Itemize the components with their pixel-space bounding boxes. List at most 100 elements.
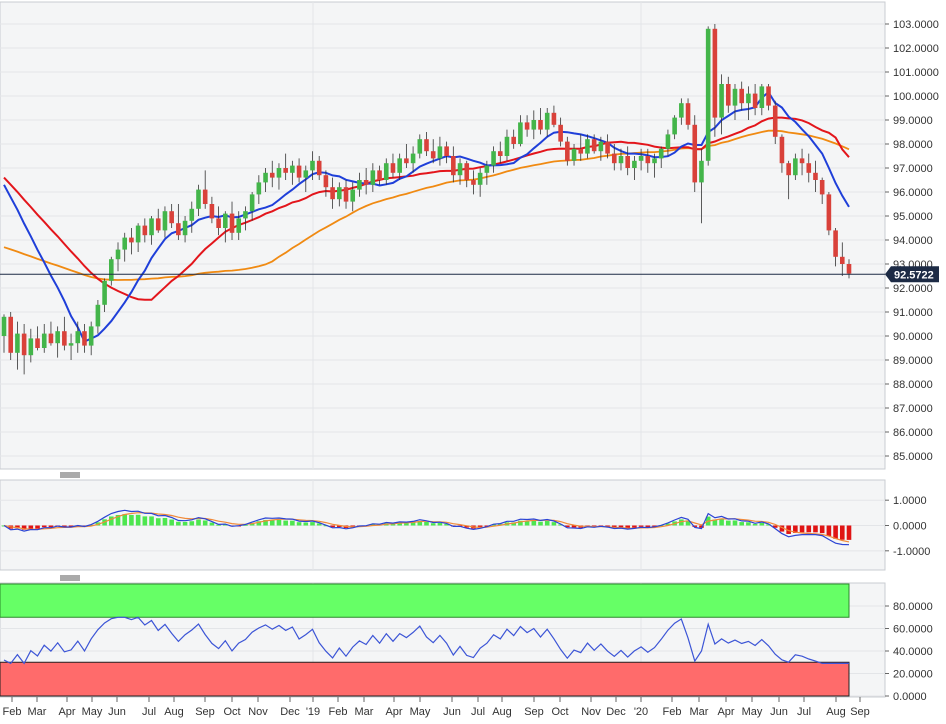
candle-body — [759, 86, 765, 108]
price-tick-label: 87.0000 — [893, 403, 933, 415]
x-tick-label: Feb — [329, 706, 348, 718]
x-tick-label: Mar — [690, 706, 709, 718]
macd-histogram-bar — [303, 522, 309, 526]
macd-histogram-bar — [109, 516, 114, 526]
macd-histogram-bar — [417, 521, 423, 526]
macd-histogram-bar — [799, 525, 805, 533]
candle — [665, 129, 671, 156]
macd-histogram-bar — [62, 525, 67, 527]
candle — [806, 153, 812, 183]
candle — [21, 324, 27, 375]
x-tick-label: Dec — [280, 706, 300, 718]
candle — [598, 136, 604, 161]
macd-histogram-bar — [370, 524, 376, 526]
macd-histogram-bar — [28, 525, 34, 529]
candle — [719, 74, 724, 135]
macd-histogram-bar — [645, 525, 651, 527]
candle — [692, 115, 698, 192]
candle — [819, 177, 825, 204]
macd-histogram-bar — [176, 521, 181, 526]
candle-body — [692, 124, 698, 183]
candle-body — [182, 220, 188, 236]
macd-histogram-bar — [813, 525, 818, 533]
candle — [531, 110, 537, 140]
candle — [269, 160, 275, 188]
macd-histogram-bar — [424, 521, 429, 526]
macd-histogram-bar — [685, 520, 691, 526]
candle-body — [209, 204, 215, 219]
candle-body — [21, 333, 27, 356]
macd-histogram-bar — [243, 524, 248, 526]
candle — [303, 165, 309, 192]
candle — [149, 216, 154, 245]
macd-histogram-bar — [169, 519, 174, 526]
macd-histogram-bar — [833, 525, 838, 539]
candle — [229, 201, 235, 240]
candle — [48, 321, 54, 346]
x-tick-label: Aug — [164, 706, 184, 718]
x-tick-label: '20 — [634, 706, 648, 718]
candle-body — [451, 156, 456, 176]
candle — [605, 134, 610, 159]
macd-histogram-bar — [732, 520, 738, 526]
candle-body — [826, 194, 832, 231]
macd-histogram-bar — [149, 516, 154, 526]
macd-histogram-bar — [531, 520, 537, 526]
candle — [638, 148, 644, 171]
macd-histogram-bar — [404, 522, 409, 526]
macd-histogram-bar — [638, 525, 644, 527]
candle — [283, 153, 288, 180]
x-tick-label: Mar — [28, 706, 47, 718]
candle — [216, 206, 221, 236]
macd-tick-label: 1.0000 — [893, 495, 927, 507]
x-tick-label: Jun — [108, 706, 126, 718]
candle-body — [216, 218, 221, 228]
candle — [685, 98, 691, 130]
macd-histogram-bar — [739, 522, 744, 526]
candle — [578, 134, 584, 161]
price-tick-label: 86.0000 — [893, 427, 933, 439]
candle — [82, 324, 87, 353]
candle-body — [739, 88, 744, 104]
candle — [109, 256, 114, 286]
macd-histogram-bar — [766, 524, 771, 526]
candle-body — [538, 120, 543, 130]
x-tick-label: Sep — [850, 706, 870, 718]
panel-resize-handle-1[interactable] — [60, 472, 80, 478]
candle-body — [732, 88, 738, 106]
candle — [350, 182, 356, 212]
candle — [236, 211, 242, 240]
candle — [102, 278, 107, 312]
macd-y-axis: 1.0000 0.0000 -1.0000 — [885, 495, 930, 558]
candle — [276, 163, 282, 190]
candle — [243, 206, 248, 231]
macd-histogram-bar — [223, 524, 228, 526]
x-tick-label: Nov — [248, 706, 268, 718]
candle-body — [236, 218, 242, 233]
macd-histogram-bar — [665, 523, 671, 526]
candle — [196, 184, 201, 216]
candle-body — [142, 225, 148, 236]
candle-body — [719, 84, 724, 118]
macd-histogram-bar — [544, 521, 550, 526]
candle-body — [370, 170, 376, 185]
candle — [813, 160, 818, 192]
panel-resize-handle-2[interactable] — [60, 575, 80, 581]
candle — [846, 259, 852, 279]
candle — [658, 146, 664, 168]
candle-body — [82, 331, 87, 346]
candle — [464, 160, 470, 188]
candle — [518, 115, 523, 147]
candle-body — [685, 103, 691, 125]
candle — [176, 204, 181, 240]
candle-body — [41, 333, 47, 348]
candle-body — [504, 136, 510, 156]
x-tick-label: May — [82, 706, 103, 718]
candle — [672, 115, 677, 140]
price-tick-label: 102.0000 — [893, 43, 939, 55]
x-tick-label: Jul — [142, 706, 156, 718]
candle-body — [390, 163, 396, 173]
rsi-tick-label: 0.0000 — [893, 691, 927, 703]
candle — [397, 153, 402, 180]
candle-body — [625, 156, 630, 168]
